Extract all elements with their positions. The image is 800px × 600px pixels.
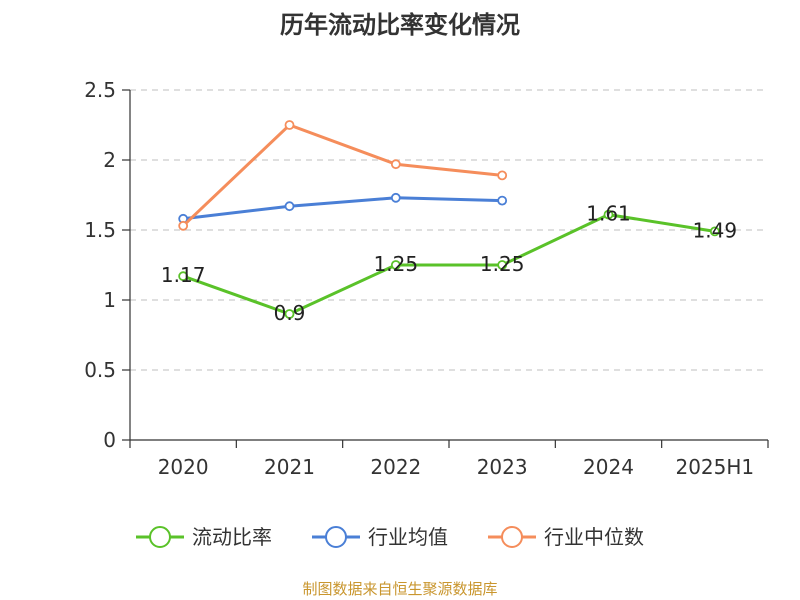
data-point[interactable] [497, 195, 508, 206]
source-note: 制图数据来自恒生聚源数据库 [302, 580, 497, 598]
data-label: 1.17 [161, 263, 206, 287]
chart-title: 历年流动比率变化情况 [280, 11, 520, 39]
data-label: 1.25 [374, 252, 419, 276]
legend-label: 流动比率 [192, 525, 272, 549]
data-labels: 1.17 0.9 1.25 1.25 1.61 1.49 [161, 202, 737, 325]
data-point[interactable] [603, 209, 614, 220]
data-label: 0.9 [274, 301, 306, 325]
legend-item[interactable]: 流动比率 [136, 525, 272, 549]
data-point[interactable] [497, 170, 508, 181]
data-point[interactable] [390, 159, 401, 170]
legend-item[interactable]: 行业均值 [312, 525, 448, 549]
data-point[interactable] [390, 192, 401, 203]
legend-label: 行业均值 [368, 525, 448, 549]
y-tick-label: 0 [103, 428, 116, 452]
legend-item[interactable]: 行业中位数 [488, 525, 644, 549]
x-tick-label: 2025H1 [675, 455, 754, 479]
legend-marker [325, 526, 347, 548]
x-tick-label: 2021 [264, 455, 315, 479]
data-label: 1.49 [693, 218, 738, 242]
data-label: 1.61 [586, 202, 631, 226]
legend[interactable]: 流动比率 行业均值 行业中位数 [136, 525, 644, 549]
series-line-2 [181, 123, 504, 228]
data-label: 1.25 [480, 252, 525, 276]
data-point[interactable] [390, 260, 401, 270]
x-tick-label: 2020 [158, 455, 209, 479]
y-tick-label: 1 [103, 288, 116, 312]
grid [130, 89, 768, 371]
data-point[interactable] [284, 120, 295, 130]
y-tick-label: 1.5 [84, 218, 116, 242]
series-line-1 [181, 196, 504, 221]
y-tick-label: 2.5 [84, 78, 116, 102]
data-point[interactable] [709, 226, 720, 237]
data-point[interactable] [178, 220, 189, 231]
data-point[interactable] [284, 201, 295, 212]
legend-label: 行业中位数 [544, 525, 644, 549]
x-tick-label: 2022 [370, 455, 421, 479]
data-point[interactable] [284, 309, 295, 319]
legend-marker [149, 526, 171, 548]
series-layer [178, 120, 720, 319]
axes: 0 0.5 1 1.5 2 2.5 2020 2021 2022 2023 2024 2025H1 [84, 78, 769, 479]
data-point[interactable] [178, 271, 189, 282]
data-point[interactable] [497, 260, 508, 270]
y-tick-label: 0.5 [84, 358, 116, 382]
series-line-0 [181, 213, 717, 316]
x-tick-label: 2024 [583, 455, 634, 479]
legend-marker [501, 526, 523, 548]
y-tick-label: 2 [103, 148, 116, 172]
x-tick-label: 2023 [477, 455, 528, 479]
